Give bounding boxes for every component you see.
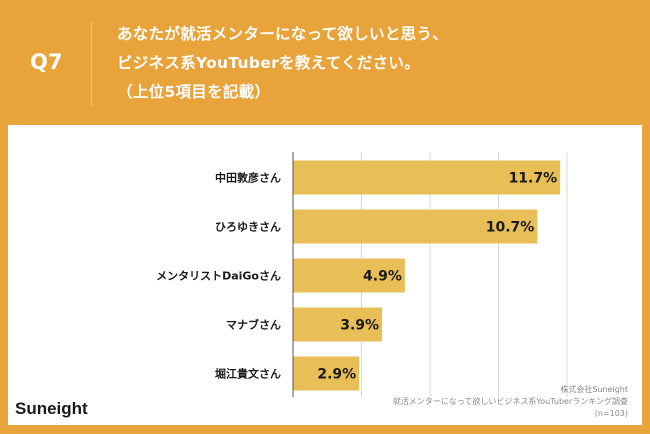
source-note: 株式会社Suneight 就活メンターになって欲しいビジネス系YouTuberラ… xyxy=(393,384,628,420)
question-number: Q7 xyxy=(30,50,63,74)
title-line: あなたが就活メンターになって欲しいと思う、 xyxy=(117,25,449,43)
question-title: あなたが就活メンターになって欲しいと思う、 ビジネス系YouTuberを教えてく… xyxy=(117,20,448,107)
bar xyxy=(293,258,405,293)
category-label: マナブさん xyxy=(226,318,281,332)
category-label: 中田敦彦さん xyxy=(215,171,281,185)
bar xyxy=(293,209,538,244)
bar xyxy=(293,160,561,195)
data-label: 3.9% xyxy=(340,318,379,334)
source-sample-size: (n=103) xyxy=(594,409,628,418)
data-label: 11.7% xyxy=(509,171,558,187)
category-label: 堀江貴文さん xyxy=(215,367,281,381)
source-company: 株式会社Suneight xyxy=(560,385,628,394)
category-label: メンタリストDaiGoさん xyxy=(156,270,281,283)
data-label: 4.9% xyxy=(363,269,402,285)
title-line: （上位5項目を記載） xyxy=(117,83,271,101)
bar xyxy=(293,307,383,342)
category-label: ひろゆきさん xyxy=(215,221,281,234)
data-label: 2.9% xyxy=(317,367,356,383)
bar xyxy=(293,356,360,391)
title-line: ビジネス系YouTuberを教えてください。 xyxy=(117,54,421,72)
company-logo: Suneight xyxy=(15,399,88,418)
data-label: 10.7% xyxy=(486,220,535,236)
divider xyxy=(91,22,92,106)
source-survey: 就活メンターになって欲しいビジネス系YouTuberランキング調査 xyxy=(392,397,628,406)
